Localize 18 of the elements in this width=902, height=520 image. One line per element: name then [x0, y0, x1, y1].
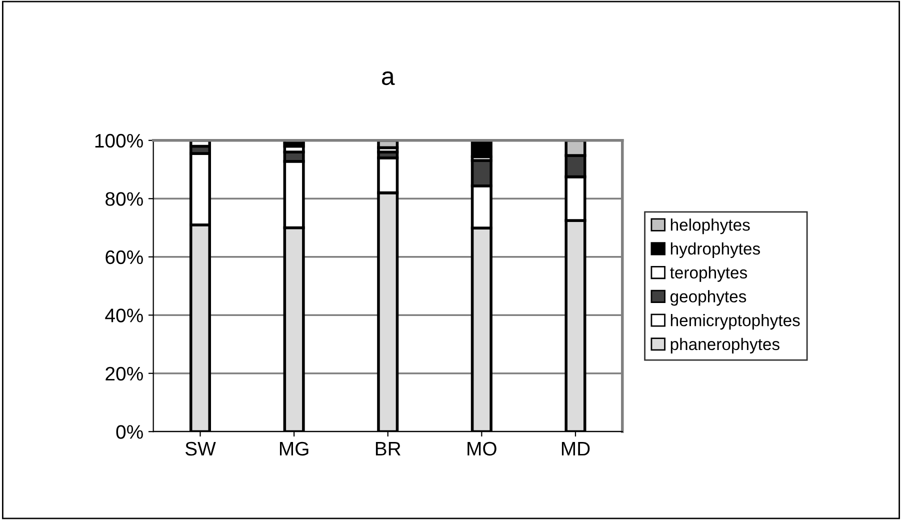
x-tick-label: MO	[468, 442, 496, 456]
x-tick-label: SW	[185, 442, 216, 456]
x-tick-label: MD	[562, 442, 590, 456]
legend-label: terophytes	[670, 266, 748, 282]
y-tick-label: 60%	[106, 250, 143, 264]
legend-label: geophytes	[670, 290, 746, 306]
legend-label: hemicryptophytes	[670, 314, 800, 330]
chart-title: a	[382, 71, 395, 86]
y-tick-label: 80%	[106, 192, 143, 206]
y-tick-label: 0%	[116, 425, 143, 439]
y-tick-label: 20%	[106, 366, 143, 381]
legend-label: helophytes	[670, 218, 750, 234]
x-tick-label: MG	[280, 442, 308, 456]
legend-label: hydrophytes	[670, 242, 760, 258]
legend-label: phanerophytes	[670, 338, 780, 354]
y-tick-label: 40%	[105, 308, 143, 322]
y-tick-label: 100%	[95, 134, 143, 148]
x-tick-label: BR	[376, 442, 400, 456]
